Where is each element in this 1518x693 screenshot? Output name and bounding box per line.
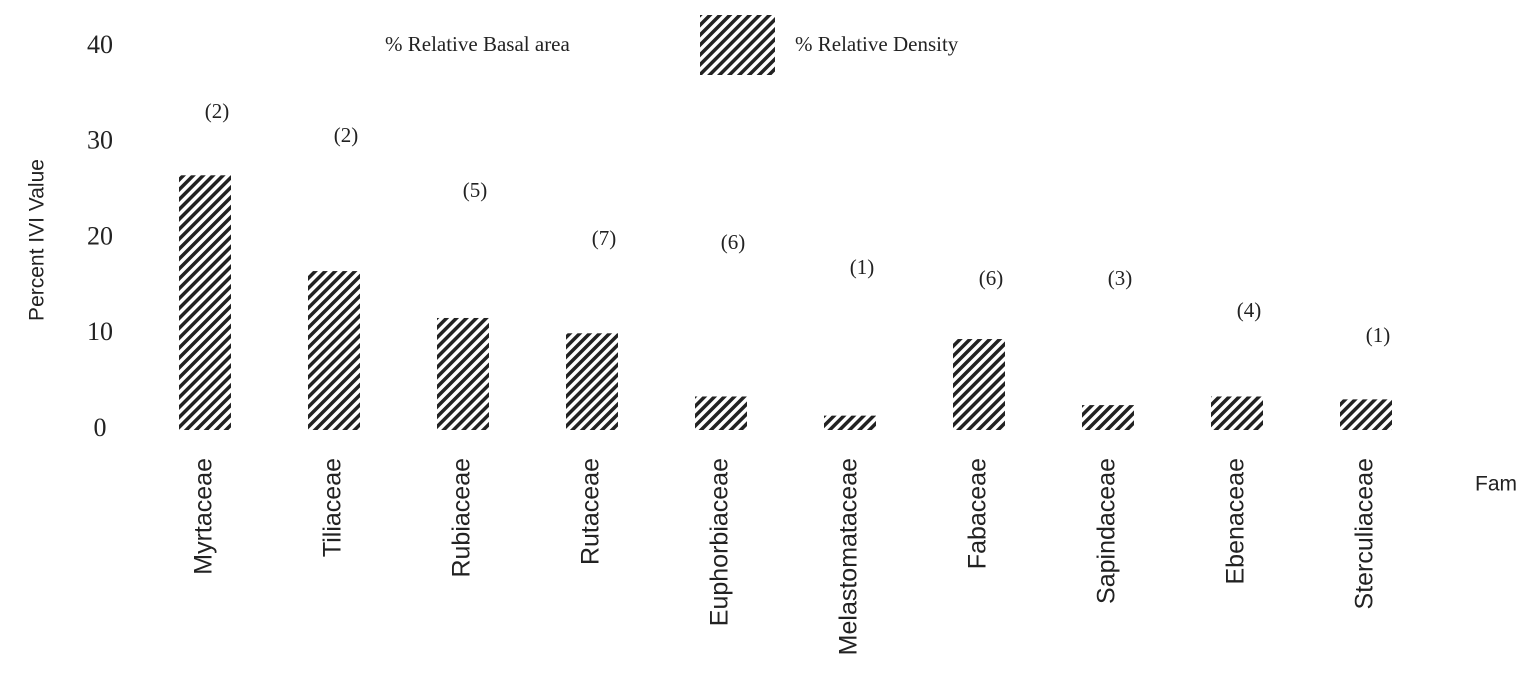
- annotation: (6): [721, 230, 746, 254]
- bar: [1340, 399, 1392, 430]
- x-tick-label: Sterculiaceae: [1351, 458, 1379, 609]
- annotation: (4): [1237, 298, 1262, 322]
- y-tick-label: 0: [94, 413, 107, 442]
- bar: [1211, 396, 1263, 430]
- y-tick-label: 30: [87, 126, 113, 155]
- annotation: (3): [1108, 266, 1133, 290]
- annotation: (2): [205, 99, 230, 123]
- x-tick-label: Euphorbiaceae: [706, 458, 734, 626]
- y-tick-label: 20: [87, 221, 113, 250]
- bar: [953, 339, 1005, 430]
- annotation: (1): [850, 255, 875, 279]
- y-tick-label: 40: [87, 30, 113, 59]
- annotation: (5): [463, 178, 488, 202]
- bar: [179, 175, 231, 430]
- legend-swatch: [700, 15, 775, 75]
- y-axis-label: Percent IVI Value: [26, 159, 49, 321]
- bar: [437, 317, 489, 430]
- x-tick-label: Rutaceae: [577, 458, 605, 565]
- bar: [308, 271, 360, 430]
- y-tick-label: 10: [87, 317, 113, 346]
- x-tick-label: Melastomataceae: [835, 458, 863, 655]
- annotation: (6): [979, 266, 1004, 290]
- bar: [824, 415, 876, 430]
- annotation: (2): [334, 123, 359, 147]
- annotation: (7): [592, 226, 617, 250]
- annotation: (1): [1366, 323, 1391, 347]
- x-tick-label: Sapindaceae: [1093, 458, 1121, 604]
- bar: [566, 333, 618, 430]
- bar: [1082, 405, 1134, 430]
- x-tick-label: Tiliaceae: [319, 458, 347, 557]
- x-tick-label: Ebenaceae: [1222, 458, 1250, 585]
- bar: [695, 396, 747, 430]
- legend-label: % Relative Basal area: [385, 32, 571, 56]
- x-tick-label: Rubiaceae: [448, 458, 476, 578]
- x-tick-label: Myrtaceae: [190, 458, 218, 575]
- x-tick-label: Fabaceae: [964, 458, 992, 569]
- x-axis-label: Family: [1475, 473, 1518, 496]
- legend-label: % Relative Density: [795, 32, 959, 56]
